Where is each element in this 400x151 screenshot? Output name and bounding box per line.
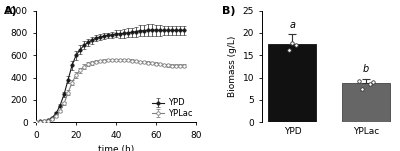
Text: A): A)	[4, 6, 18, 16]
Text: a: a	[290, 20, 296, 30]
Legend: YPD, YPLac: YPD, YPLac	[150, 97, 194, 120]
Bar	[342, 83, 390, 122]
Y-axis label: Biomass (g/L): Biomass (g/L)	[228, 36, 237, 97]
X-axis label: time (h): time (h)	[98, 145, 134, 151]
Bar	[268, 44, 316, 122]
Text: b: b	[363, 64, 369, 74]
Text: B): B)	[222, 6, 236, 16]
